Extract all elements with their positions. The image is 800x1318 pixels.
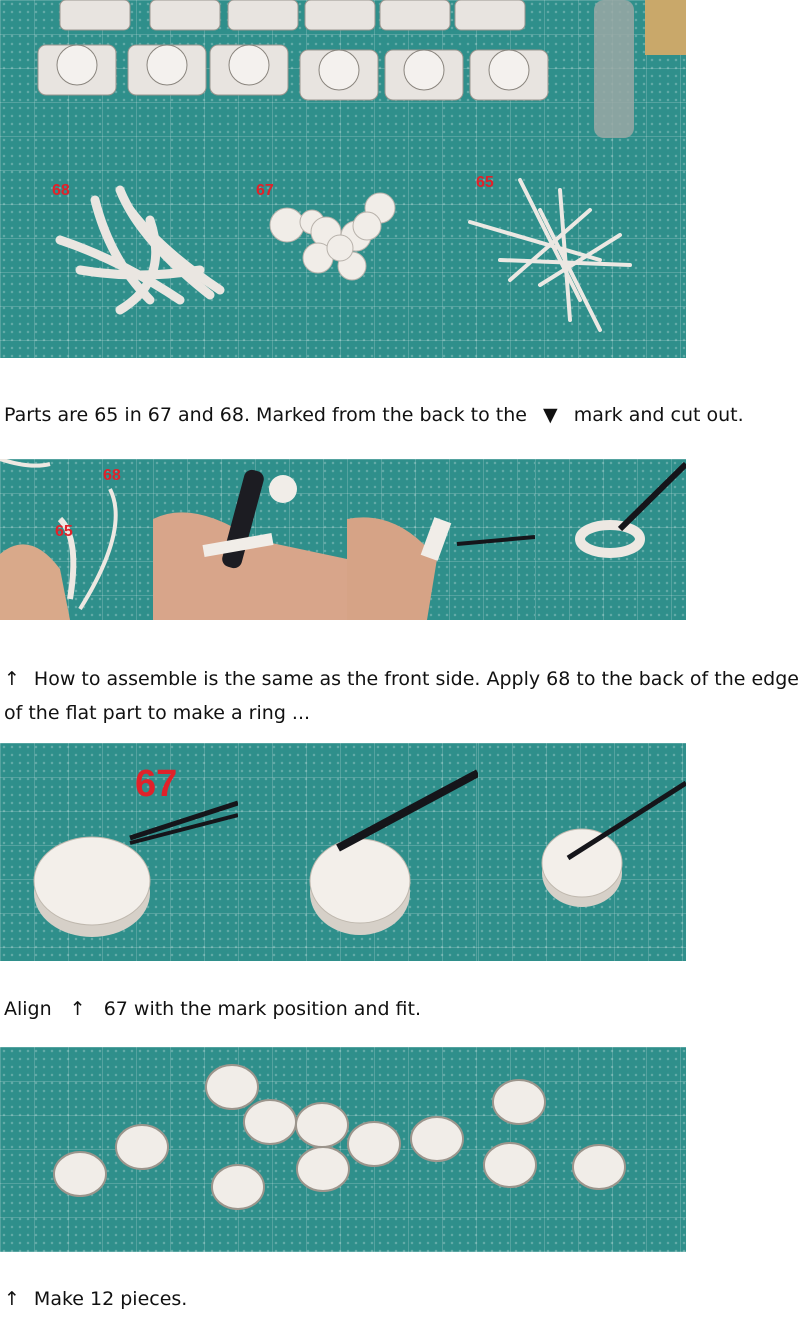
assembly-step-photo-3 bbox=[347, 459, 535, 620]
up-arrow-icon: ↑ bbox=[4, 1288, 20, 1310]
finished-pieces-photo bbox=[0, 1047, 686, 1252]
parts-photo-illustration bbox=[37, 0, 686, 332]
up-arrow-icon: ↑ bbox=[69, 998, 86, 1020]
parts-caption-text-end: mark and cut out. bbox=[573, 404, 744, 426]
fit-step-photo-1: 67 bbox=[0, 743, 238, 961]
assemble-caption-text: How to assemble is the same as the front… bbox=[4, 668, 799, 724]
step-label-68: 68 bbox=[103, 467, 121, 484]
fit-label-67: 67 bbox=[135, 763, 178, 805]
finished-pieces-illustration bbox=[53, 1064, 626, 1210]
parts-caption: Parts are 65 in 67 and 68. Marked from t… bbox=[4, 398, 744, 432]
finish-caption: ↑ Make 12 pieces. bbox=[4, 1282, 187, 1316]
assembly-step-photo-4 bbox=[535, 459, 686, 620]
fit-step-photo-3 bbox=[478, 743, 686, 961]
align-caption-text: Align bbox=[4, 998, 52, 1020]
part-label-65: 65 bbox=[476, 174, 494, 191]
fit-step-photo-2 bbox=[238, 743, 478, 961]
down-triangle-icon: ▼ bbox=[543, 404, 558, 426]
assemble-caption: ↑ How to assemble is the same as the fron… bbox=[4, 662, 800, 730]
parts-photo: 68 67 65 bbox=[0, 0, 686, 358]
assembly-step-photo-2 bbox=[153, 459, 347, 620]
align-caption-text-end: 67 with the mark position and fit. bbox=[103, 998, 422, 1020]
parts-caption-text: Parts are 65 in 67 and 68. Marked from t… bbox=[4, 404, 527, 426]
part-label-67: 67 bbox=[256, 182, 274, 199]
align-caption: Align ↑ 67 with the mark position and fi… bbox=[4, 992, 421, 1026]
finish-caption-text: Make 12 pieces. bbox=[33, 1288, 188, 1310]
part-label-68: 68 bbox=[52, 182, 70, 199]
step-label-65: 65 bbox=[55, 523, 73, 540]
assembly-step-photo-1: 68 65 bbox=[0, 459, 153, 620]
up-arrow-icon: ↑ bbox=[4, 668, 20, 690]
